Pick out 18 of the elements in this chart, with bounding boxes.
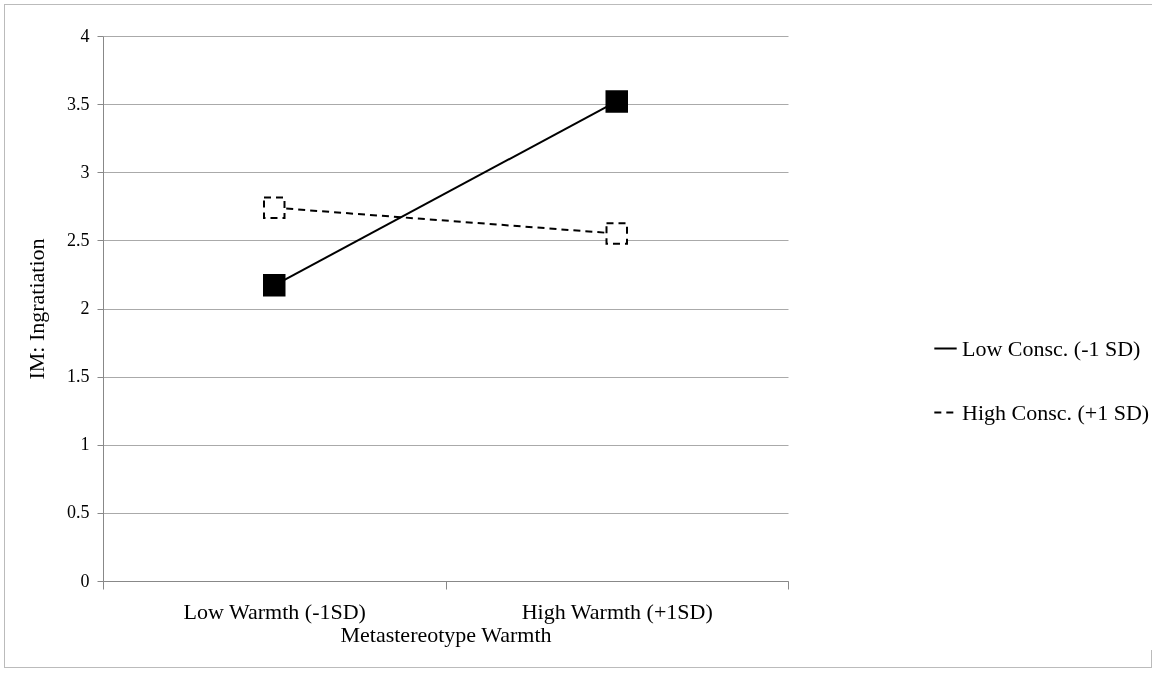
y-axis-title: IM: Ingratiation [24, 238, 49, 380]
point [605, 222, 628, 245]
x-tick-label: High Warmth (+1SD) [521, 598, 713, 624]
legend-label: Low Consc. (-1 SD) [962, 335, 1141, 361]
point [263, 274, 286, 297]
y-tick-label: 4 [80, 25, 90, 46]
y-tick-label: 3 [80, 161, 90, 182]
y-tick-label: 1 [80, 434, 90, 455]
y-tick-label: 1.5 [67, 366, 90, 387]
x-tick-label: Low Warmth (-1SD) [183, 598, 366, 624]
legend-label: High Consc. (+1 SD) [962, 399, 1150, 425]
y-tick-label: 2 [80, 298, 90, 318]
y-tick-label: 0.5 [67, 502, 90, 523]
y-tick-label: 3.5 [67, 93, 90, 114]
point [263, 196, 286, 219]
y-tick-label: 2.5 [67, 229, 90, 250]
point [605, 90, 628, 113]
y-tick-label: 0 [80, 570, 90, 591]
